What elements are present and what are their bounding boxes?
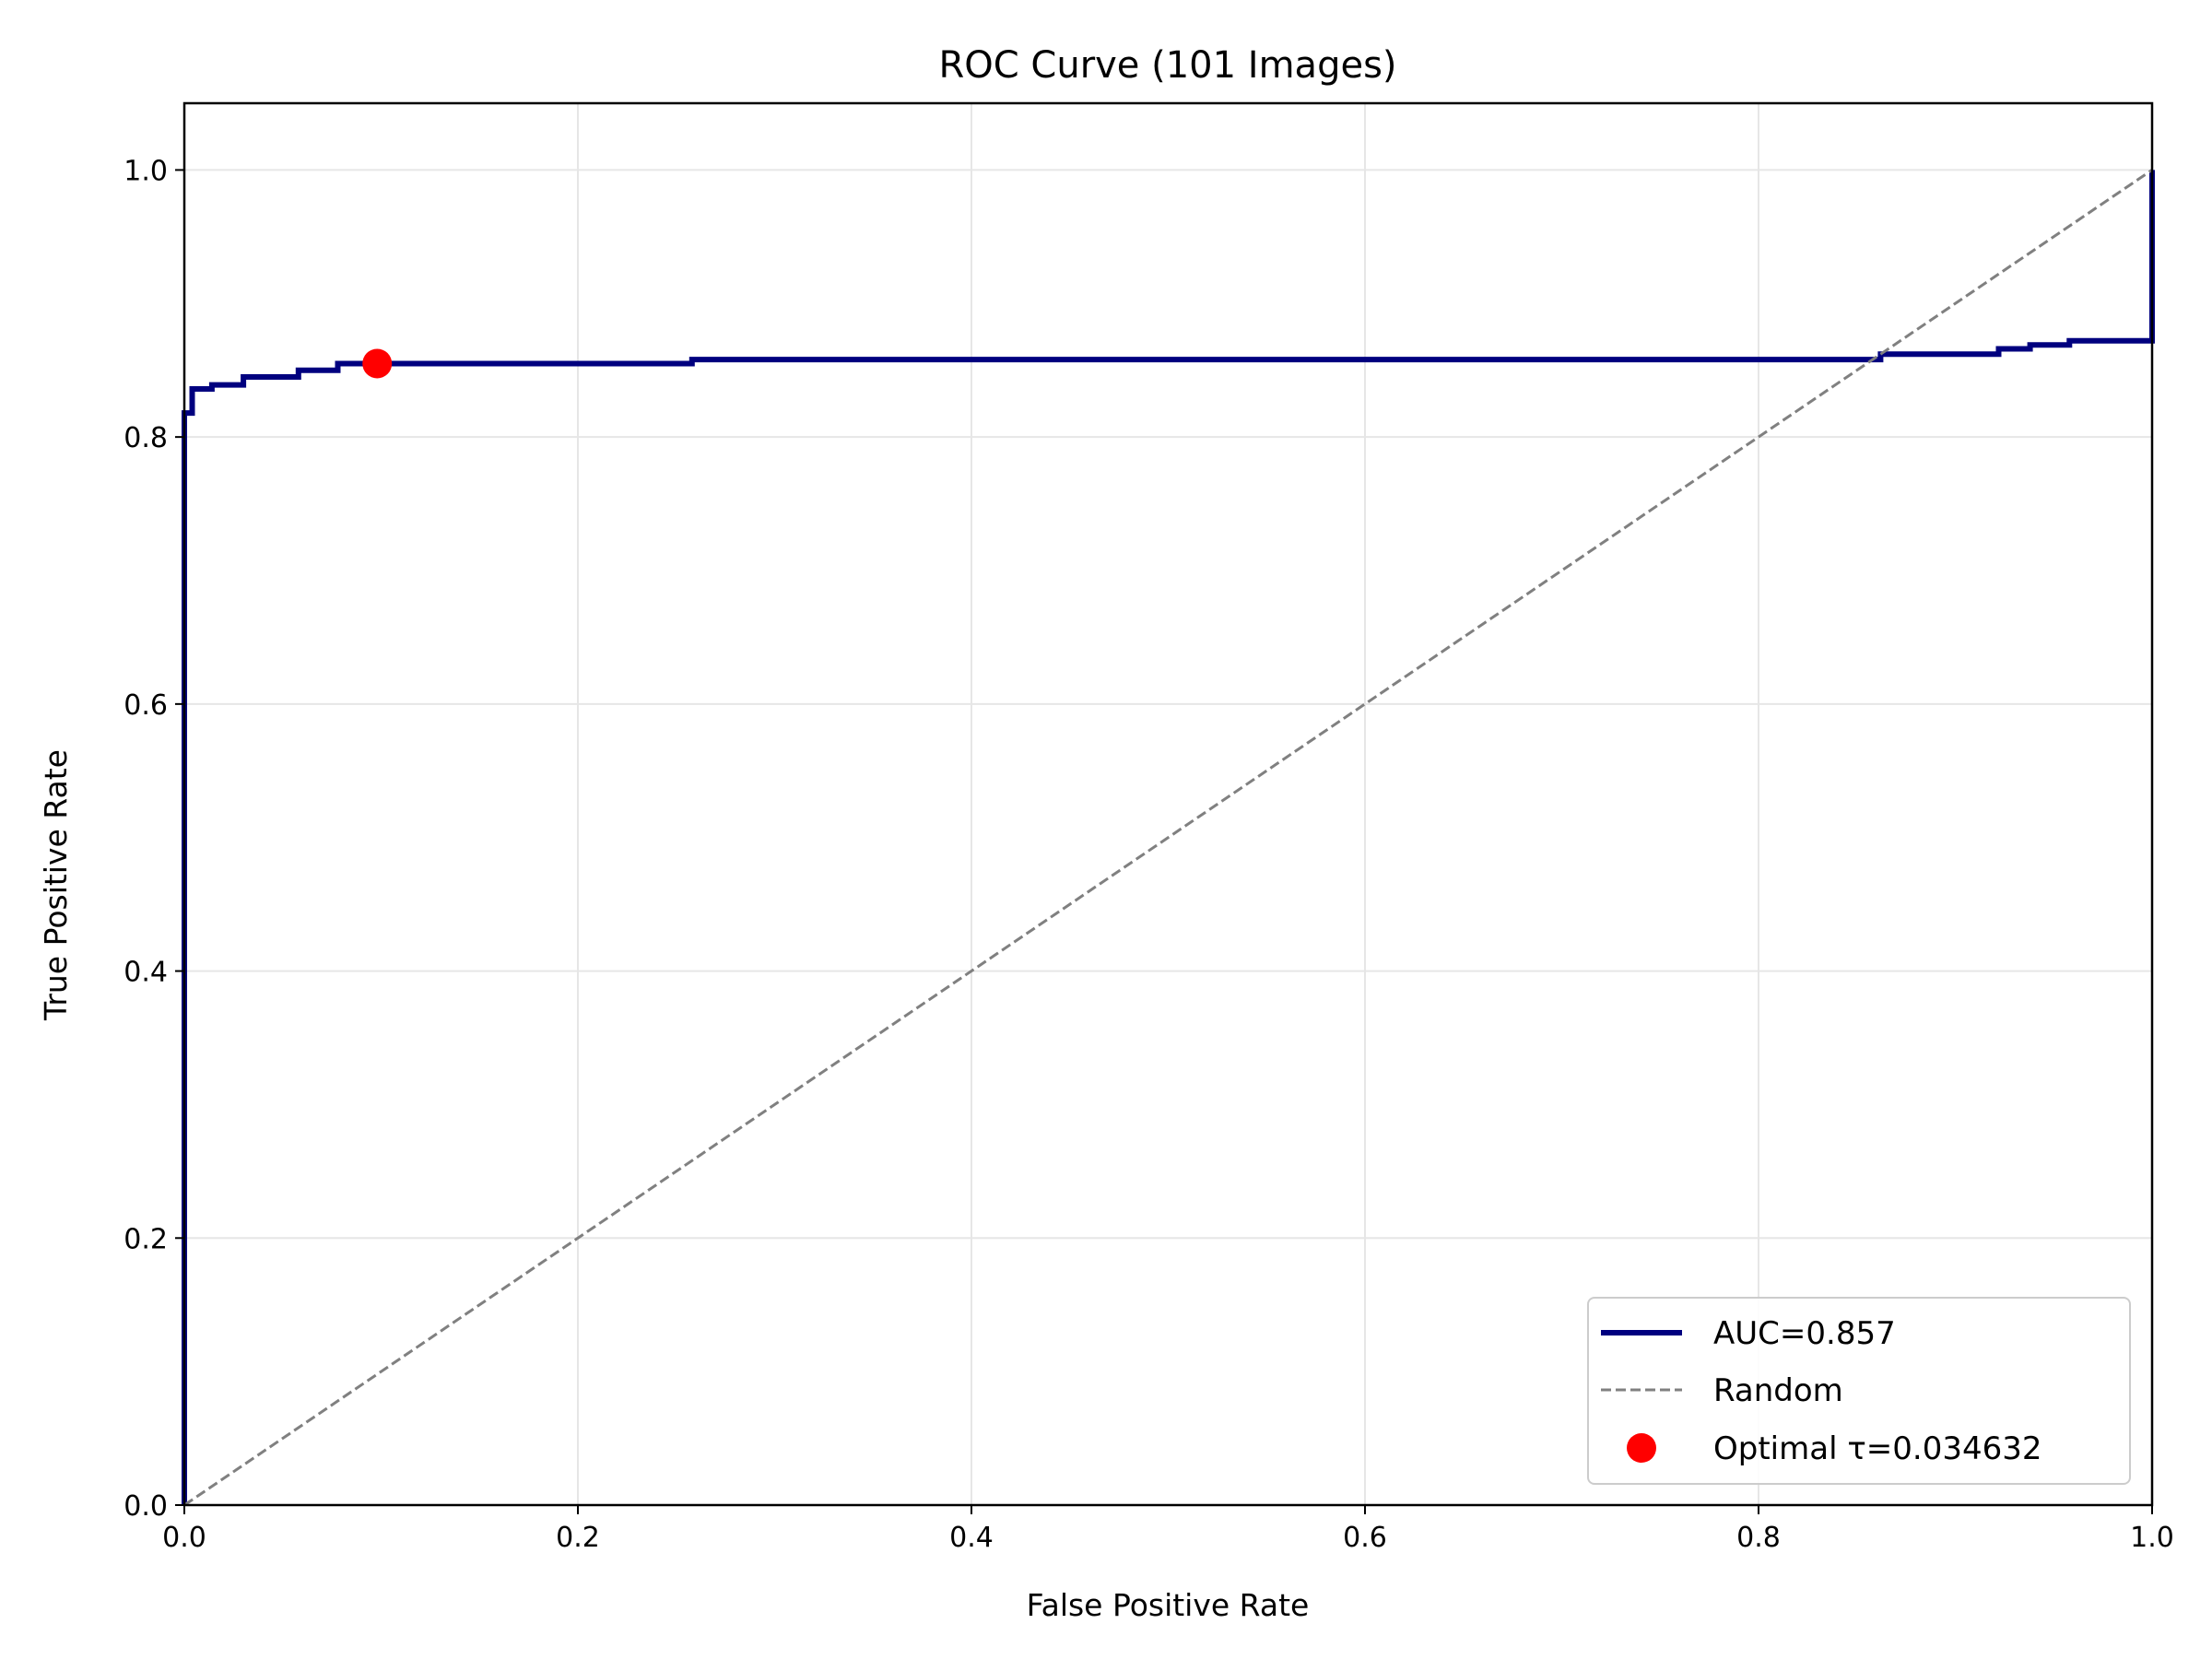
- legend-label: Optimal τ=0.034632: [1713, 1430, 2042, 1467]
- optimal-point: [362, 348, 393, 379]
- x-tick-label: 0.8: [1736, 1522, 1781, 1554]
- x-tick-label: 0.2: [556, 1522, 600, 1554]
- y-tick-label: 1.0: [124, 155, 168, 187]
- x-axis-label: False Positive Rate: [1027, 1587, 1310, 1623]
- legend-label: AUC=0.857: [1713, 1315, 1896, 1352]
- y-tick-label: 0.2: [124, 1223, 168, 1255]
- y-tick-label: 0.8: [124, 422, 168, 454]
- x-tick-label: 1.0: [2130, 1522, 2174, 1554]
- x-tick-label: 0.6: [1343, 1522, 1387, 1554]
- random-diagonal-line: [183, 169, 2153, 1507]
- y-tick-label: 0.0: [124, 1490, 168, 1523]
- legend-marker-optimal: [1627, 1433, 1656, 1463]
- plot-frame: [182, 101, 2154, 1507]
- x-tick-label: 0.0: [162, 1522, 206, 1554]
- y-tick-label: 0.4: [124, 957, 168, 989]
- legend: AUC=0.857 Random Optimal τ=0.034632: [1587, 1297, 2131, 1485]
- y-tick-label: 0.6: [124, 689, 168, 722]
- legend-box: [1587, 1297, 2131, 1485]
- x-tick-label: 0.4: [949, 1522, 994, 1554]
- legend-label: Random: [1713, 1372, 1843, 1409]
- y-axis-label: True Positive Rate: [38, 749, 74, 1021]
- chart-title: ROC Curve (101 Images): [938, 44, 1396, 87]
